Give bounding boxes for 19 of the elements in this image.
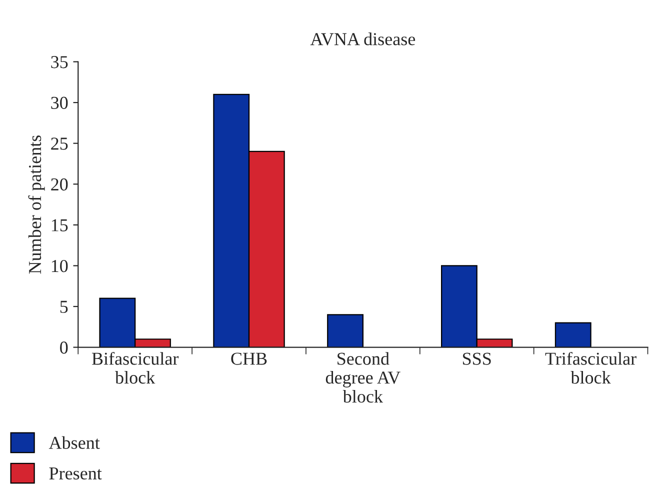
y-tick-label: 15 bbox=[52, 219, 68, 232]
x-tick-label: Trifascicular block bbox=[545, 352, 636, 384]
x-tick-label: Bifascicular block bbox=[92, 352, 179, 384]
x-tick-label: SSS bbox=[463, 352, 491, 365]
x-tick-label: Second degree AV block bbox=[326, 352, 400, 403]
y-axis-title: Number of patients bbox=[28, 135, 45, 274]
y-tick-label: 20 bbox=[51, 178, 68, 191]
y-tick-label: 5 bbox=[60, 300, 68, 313]
y-tick-label: 0 bbox=[60, 342, 68, 354]
y-tick-label: 30 bbox=[51, 96, 68, 109]
y-tick-label: 25 bbox=[51, 138, 68, 150]
legend-label: Absent bbox=[48, 436, 100, 449]
bar bbox=[327, 314, 364, 348]
legend-label: Present bbox=[49, 468, 102, 480]
x-tick-label: CHB bbox=[231, 352, 267, 365]
chart-title: AVNA disease bbox=[310, 32, 416, 46]
bar bbox=[554, 322, 592, 348]
y-tick-label: 35 bbox=[51, 56, 68, 68]
y-tick-label: 10 bbox=[52, 260, 68, 272]
